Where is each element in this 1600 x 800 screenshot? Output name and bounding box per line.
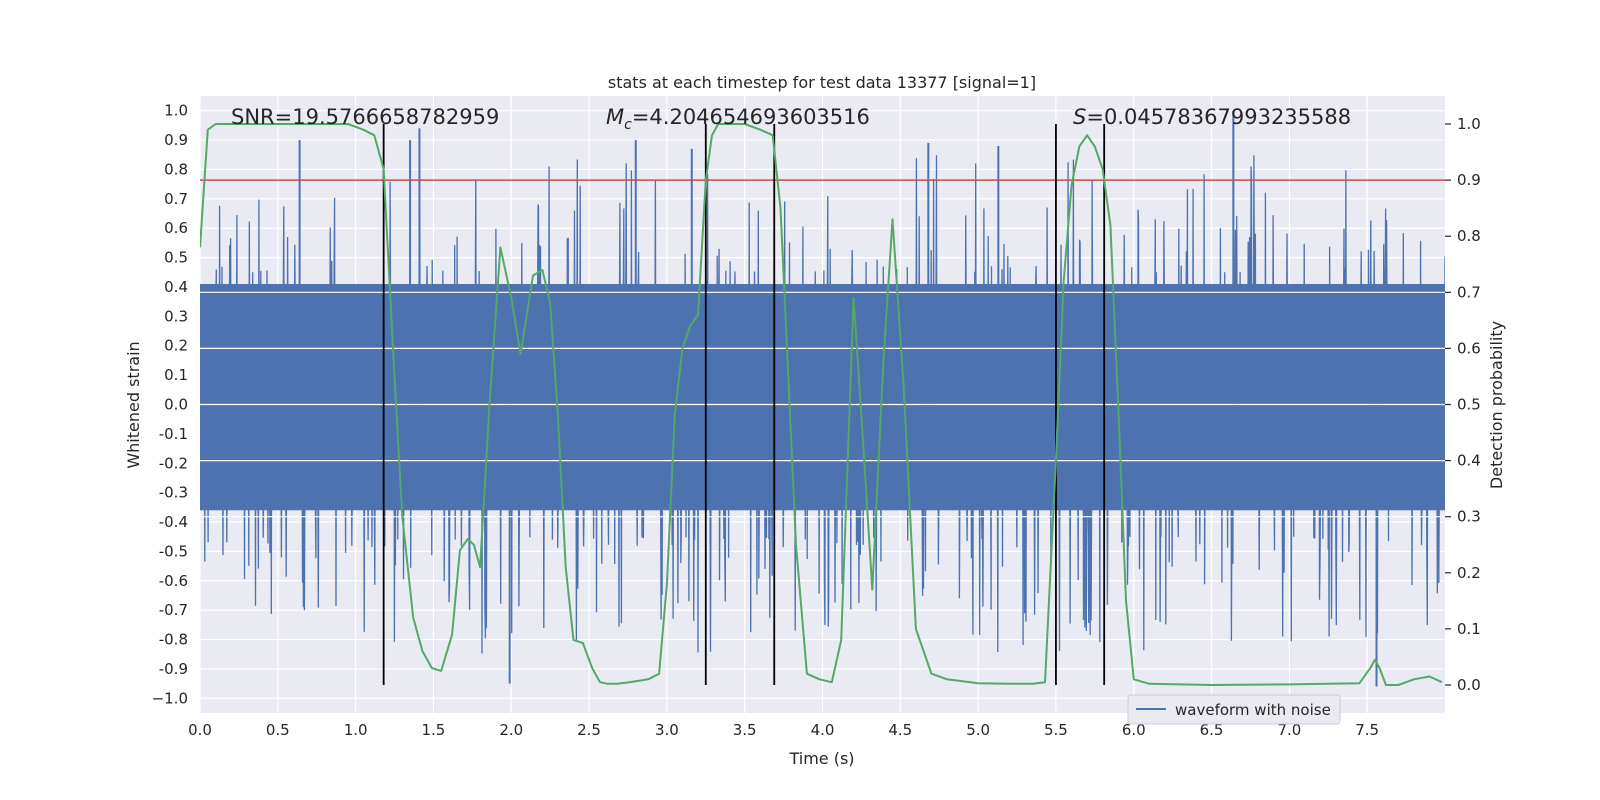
y-left-tick-label: -0.3 bbox=[159, 484, 188, 502]
y-left-tick-label: -0.8 bbox=[159, 631, 188, 649]
y-left-tick-label: -0.7 bbox=[159, 601, 188, 619]
x-tick-label: 5.0 bbox=[966, 721, 990, 739]
probability-line bbox=[200, 123, 1443, 686]
y-left-tick-label: 1.0 bbox=[164, 102, 188, 120]
y-left-tick-label: 0.7 bbox=[164, 190, 188, 208]
y-left-tick-label: -0.5 bbox=[159, 542, 188, 560]
y-left-tick-label: -0.9 bbox=[159, 660, 188, 678]
y-right-tick-label: 1.0 bbox=[1457, 115, 1481, 133]
y-left-tick-label: 0.0 bbox=[164, 396, 188, 414]
x-tick-label: 6.5 bbox=[1200, 721, 1224, 739]
y-right-tick-label: 0.4 bbox=[1457, 452, 1481, 470]
x-tick-label: 4.0 bbox=[811, 721, 835, 739]
chirp-mass-value: =4.204654693603516 bbox=[632, 105, 870, 129]
chirp-mass-subscript: c bbox=[624, 117, 632, 133]
s-symbol: S bbox=[1073, 105, 1086, 129]
x-tick-label: 0.0 bbox=[188, 721, 212, 739]
y-left-tick-label: 0.1 bbox=[164, 366, 188, 384]
waveform-core-band bbox=[200, 284, 1445, 511]
x-tick-label: 4.5 bbox=[888, 721, 912, 739]
y-right-tick-label: 0.2 bbox=[1457, 564, 1481, 582]
y-right-tick-label: 0.3 bbox=[1457, 508, 1481, 526]
legend-label: waveform with noise bbox=[1175, 701, 1331, 719]
x-tick-label: 0.5 bbox=[266, 721, 290, 739]
y-left-tick-label: 0.8 bbox=[164, 160, 188, 178]
x-tick-label: 5.5 bbox=[1044, 721, 1068, 739]
y-left-tick-label: −1.0 bbox=[152, 689, 188, 707]
y-left-tick-label: 0.4 bbox=[164, 278, 188, 296]
x-tick-label: 3.5 bbox=[733, 721, 757, 739]
y-right-tick-label: 0.9 bbox=[1457, 171, 1481, 189]
x-tick-label: 6.0 bbox=[1122, 721, 1146, 739]
waveform-series bbox=[200, 110, 1445, 687]
snr-annotation: SNR=19.5766658782959 bbox=[231, 105, 499, 129]
chirp-mass-annotation: Mc=4.204654693603516 bbox=[606, 105, 870, 133]
y-left-tick-label: 0.3 bbox=[164, 307, 188, 325]
vertical-lines bbox=[382, 124, 1106, 685]
y-left-tick-label: 0.9 bbox=[164, 131, 188, 149]
y-right-tick-label: 0.5 bbox=[1457, 396, 1481, 414]
y-right-axis-ticks: 1.0 0.9 0.8 0.7 0.6 0.5 0.4 0.3 0.2 0.1 0.0 bbox=[1445, 115, 1481, 694]
y-left-tick-label: 0.5 bbox=[164, 249, 188, 267]
probability-series bbox=[200, 123, 1443, 686]
y-left-tick-label: -0.6 bbox=[159, 572, 188, 590]
x-tick-label: 1.0 bbox=[344, 721, 368, 739]
x-axis-label: Time (s) bbox=[788, 749, 854, 768]
x-axis-ticks: 0.0 0.5 1.0 1.5 2.0 2.5 3.0 3.5 4.0 4.5 5.0 5.5 6.0 6… bbox=[188, 721, 1379, 739]
x-tick-label: 7.0 bbox=[1277, 721, 1301, 739]
y-left-tick-label: -0.4 bbox=[159, 513, 188, 531]
y-right-tick-label: 0.1 bbox=[1457, 620, 1481, 638]
y-left-tick-label: 0.2 bbox=[164, 337, 188, 355]
y-right-tick-label: 0.6 bbox=[1457, 339, 1481, 357]
y-right-tick-label: 0.8 bbox=[1457, 227, 1481, 245]
y-left-tick-label: 0.6 bbox=[164, 219, 188, 237]
y-left-axis-label: Whitened strain bbox=[124, 341, 143, 468]
x-tick-label: 3.0 bbox=[655, 721, 679, 739]
y-right-axis-label: Detection probability bbox=[1487, 321, 1506, 489]
y-left-axis-ticks: 1.0 0.9 0.8 0.7 0.6 0.5 0.4 0.3 0.2 0.1 0.0 -0.1 -0.… bbox=[152, 102, 188, 708]
x-tick-label: 2.5 bbox=[577, 721, 601, 739]
chart-title: stats at each timestep for test data 133… bbox=[608, 73, 1036, 92]
x-tick-label: 1.5 bbox=[422, 721, 446, 739]
chirp-mass-symbol: M bbox=[606, 105, 624, 129]
y-left-tick-label: -0.2 bbox=[159, 454, 188, 472]
x-tick-label: 7.5 bbox=[1355, 721, 1379, 739]
y-left-tick-label: -0.1 bbox=[159, 425, 188, 443]
x-tick-label: 2.0 bbox=[499, 721, 523, 739]
legend-box bbox=[1127, 694, 1341, 725]
y-right-tick-label: 0.0 bbox=[1457, 676, 1481, 694]
y-right-tick-label: 0.7 bbox=[1457, 283, 1481, 301]
s-value: =0.04578367993235588 bbox=[1086, 105, 1351, 129]
s-annotation: S=0.04578367993235588 bbox=[1073, 105, 1351, 129]
legend: waveform with noise bbox=[1127, 694, 1341, 725]
